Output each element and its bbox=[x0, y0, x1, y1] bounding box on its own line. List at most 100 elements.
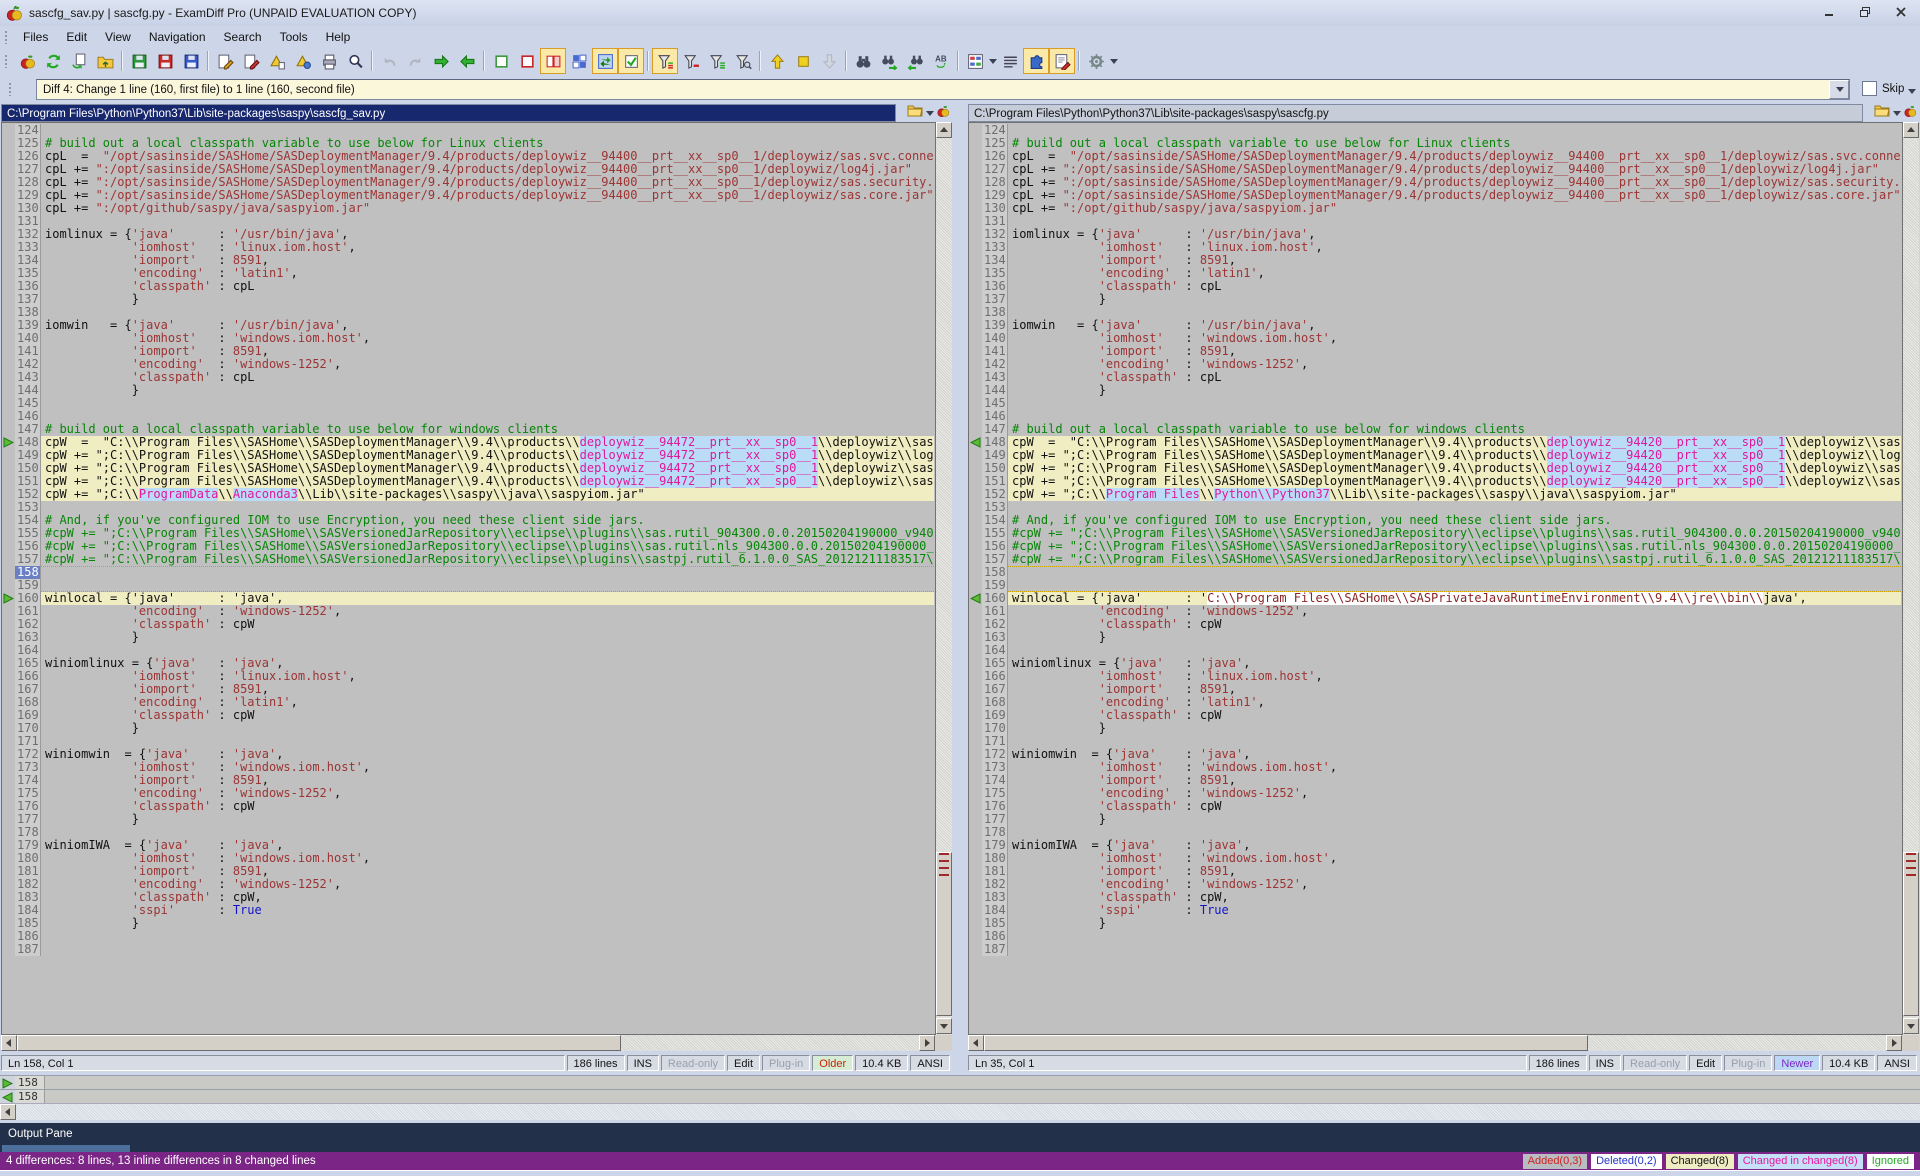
toolbar-swap-panes-button[interactable] bbox=[592, 48, 618, 74]
scroll-down-button[interactable] bbox=[1903, 1018, 1919, 1034]
toolbar-plugins-button[interactable] bbox=[1023, 48, 1049, 74]
code-text[interactable] bbox=[41, 501, 934, 514]
code-text[interactable] bbox=[1008, 566, 1901, 579]
code-text[interactable]: 'classpath' : cpW bbox=[41, 800, 934, 813]
code-text[interactable] bbox=[1008, 410, 1901, 423]
toolbar-find-next-button[interactable] bbox=[876, 48, 902, 74]
code-text[interactable]: # build out a local classpath variable t… bbox=[41, 137, 934, 150]
code-text[interactable]: cpL = "/opt/sasinside/SASHome/SASDeploym… bbox=[41, 150, 934, 163]
code-text[interactable]: 'encoding' : 'latin1', bbox=[1008, 696, 1901, 709]
toolbar-save-all-button[interactable] bbox=[178, 48, 204, 74]
vertical-scrollbar[interactable] bbox=[1902, 122, 1919, 1035]
code-text[interactable] bbox=[1008, 215, 1901, 228]
horizontal-scrollbar[interactable] bbox=[968, 1035, 1902, 1051]
toolbar-print-preview-button[interactable] bbox=[342, 48, 368, 74]
code-text[interactable]: } bbox=[41, 917, 934, 930]
toolbar-view-first-pane-button[interactable] bbox=[488, 48, 514, 74]
code-text[interactable] bbox=[1008, 930, 1901, 943]
minimize-button[interactable] bbox=[1814, 2, 1844, 22]
code-text[interactable]: 'iomhost' : 'windows.iom.host', bbox=[1008, 852, 1901, 865]
vertical-scroll-thumb[interactable] bbox=[1903, 852, 1919, 1016]
toolbar-find-button[interactable] bbox=[850, 48, 876, 74]
code-text[interactable]: # And, if you've configured IOM to use E… bbox=[41, 514, 934, 527]
code-text[interactable]: cpL += ":/opt/sasinside/SASHome/SASDeplo… bbox=[1008, 163, 1901, 176]
toolbar-show-check-marks-button[interactable] bbox=[618, 48, 644, 74]
code-text[interactable]: cpL += ":/opt/sasinside/SASHome/SASDeplo… bbox=[41, 176, 934, 189]
code-text[interactable]: # build out a local classpath variable t… bbox=[1008, 423, 1901, 436]
code-text[interactable]: winiomwin = {'java' : 'java', bbox=[41, 748, 934, 761]
code-text[interactable]: 'iomport' : 8591, bbox=[41, 345, 934, 358]
code-text[interactable]: #cpW += ";C:\\Program Files\\SASHome\\SA… bbox=[1008, 540, 1901, 553]
code-text[interactable]: 'classpath' : cpW bbox=[1008, 709, 1901, 722]
code-text[interactable]: } bbox=[1008, 384, 1901, 397]
open-file-button[interactable] bbox=[1874, 104, 1890, 122]
code-text[interactable]: iomwin = {'java' : '/usr/bin/java', bbox=[41, 319, 934, 332]
code-text[interactable]: 'classpath' : cpL bbox=[41, 280, 934, 293]
code-text[interactable]: #cpW += ";C:\\Program Files\\SASHome\\SA… bbox=[41, 540, 934, 553]
skip-checkbox[interactable] bbox=[1862, 81, 1877, 96]
code-text[interactable]: 'iomport' : 8591, bbox=[41, 683, 934, 696]
code-text[interactable]: } bbox=[41, 631, 934, 644]
recent-files-caret[interactable] bbox=[926, 111, 934, 116]
code-text[interactable]: 'encoding' : 'latin1', bbox=[1008, 267, 1901, 280]
code-text[interactable] bbox=[41, 410, 934, 423]
toolbar-view-second-pane-button[interactable] bbox=[514, 48, 540, 74]
toolbar-search-filter-button[interactable] bbox=[730, 48, 756, 74]
code-text[interactable]: cpW += ";C:\\Program Files\\SASHome\\SAS… bbox=[41, 475, 934, 488]
code-text[interactable] bbox=[41, 306, 934, 319]
code-text[interactable]: cpL += ":/opt/github/saspy/java/saspyiom… bbox=[1008, 202, 1901, 215]
code-text[interactable] bbox=[1008, 501, 1901, 514]
code-text[interactable]: winlocal = {'java' : 'java', bbox=[41, 592, 934, 605]
toolbar-hide-diffs-button[interactable] bbox=[678, 48, 704, 74]
toolbar-options-button[interactable] bbox=[1083, 48, 1109, 74]
code-text[interactable]: } bbox=[1008, 917, 1901, 930]
toolbar-open-files-button[interactable] bbox=[92, 48, 118, 74]
compare-icon-button[interactable] bbox=[936, 104, 950, 123]
toolbar-view-all-panes-button[interactable] bbox=[566, 48, 592, 74]
code-text[interactable]: cpL += ":/opt/sasinside/SASHome/SASDeplo… bbox=[41, 189, 934, 202]
code-text[interactable] bbox=[41, 124, 934, 137]
code-text[interactable]: cpW += ";C:\\Program Files\\SASHome\\SAS… bbox=[41, 449, 934, 462]
code-text[interactable]: 'iomport' : 8591, bbox=[1008, 774, 1901, 787]
code-text[interactable]: 'encoding' : 'windows-1252', bbox=[1008, 787, 1901, 800]
code-text[interactable]: 'encoding' : 'windows-1252', bbox=[1008, 358, 1901, 371]
code-text[interactable]: 'encoding' : 'windows-1252', bbox=[41, 605, 934, 618]
code-text[interactable]: } bbox=[1008, 293, 1901, 306]
code-text[interactable]: cpW += ";C:\\Program Files\\SASHome\\SAS… bbox=[1008, 475, 1901, 488]
toolbar-refresh-files-button[interactable] bbox=[66, 48, 92, 74]
code-text[interactable]: # build out a local classpath variable t… bbox=[1008, 137, 1901, 150]
code-text[interactable] bbox=[41, 930, 934, 943]
code-view[interactable]: 124125# build out a local classpath vari… bbox=[968, 122, 1919, 1035]
toolbar-line-details-button[interactable] bbox=[997, 48, 1023, 74]
code-text[interactable]: cpW += ";C:\\Program Files\\SASHome\\SAS… bbox=[1008, 449, 1901, 462]
code-text[interactable]: iomwin = {'java' : '/usr/bin/java', bbox=[1008, 319, 1901, 332]
code-text[interactable]: cpW = "C:\\Program Files\\SASHome\\SASDe… bbox=[1008, 436, 1901, 449]
scroll-left-button[interactable] bbox=[0, 1104, 16, 1120]
code-text[interactable]: 'classpath' : cpL bbox=[41, 371, 934, 384]
diff-combo[interactable]: Diff 4: Change 1 line (160, first file) … bbox=[36, 79, 1850, 100]
code-text[interactable]: 'classpath' : cpW bbox=[1008, 618, 1901, 631]
diff-combo-dropdown-button[interactable] bbox=[1829, 80, 1849, 99]
toolbar-edit-first-button[interactable] bbox=[212, 48, 238, 74]
code-text[interactable]: cpL += ":/opt/sasinside/SASHome/SASDeplo… bbox=[1008, 189, 1901, 202]
code-text[interactable]: 'classpath' : cpW, bbox=[1008, 891, 1901, 904]
toolbar-show-identical-button[interactable] bbox=[704, 48, 730, 74]
code-text[interactable] bbox=[1008, 826, 1901, 839]
code-text[interactable]: 'iomhost' : 'linux.iom.host', bbox=[1008, 670, 1901, 683]
code-text[interactable]: 'iomport' : 8591, bbox=[41, 254, 934, 267]
code-text[interactable] bbox=[1008, 943, 1901, 956]
output-pane-tab[interactable] bbox=[2, 1145, 130, 1152]
menu-grip[interactable] bbox=[4, 30, 8, 44]
scroll-up-button[interactable] bbox=[936, 122, 952, 138]
code-text[interactable]: #cpW += ";C:\\Program Files\\SASHome\\SA… bbox=[41, 527, 934, 540]
recent-files-caret[interactable] bbox=[1893, 111, 1901, 116]
code-text[interactable]: cpW += ";C:\\Program Files\\SASHome\\SAS… bbox=[41, 462, 934, 475]
code-text[interactable]: } bbox=[1008, 722, 1901, 735]
code-text[interactable]: cpL += ":/opt/sasinside/SASHome/SASDeplo… bbox=[41, 163, 934, 176]
code-text[interactable] bbox=[1008, 306, 1901, 319]
scroll-up-button[interactable] bbox=[1903, 122, 1919, 138]
code-text[interactable] bbox=[1008, 735, 1901, 748]
code-text[interactable]: 'encoding' : 'windows-1252', bbox=[41, 878, 934, 891]
horizontal-scroll-thumb[interactable] bbox=[984, 1035, 1588, 1051]
code-text[interactable]: 'iomhost' : 'windows.iom.host', bbox=[41, 761, 934, 774]
